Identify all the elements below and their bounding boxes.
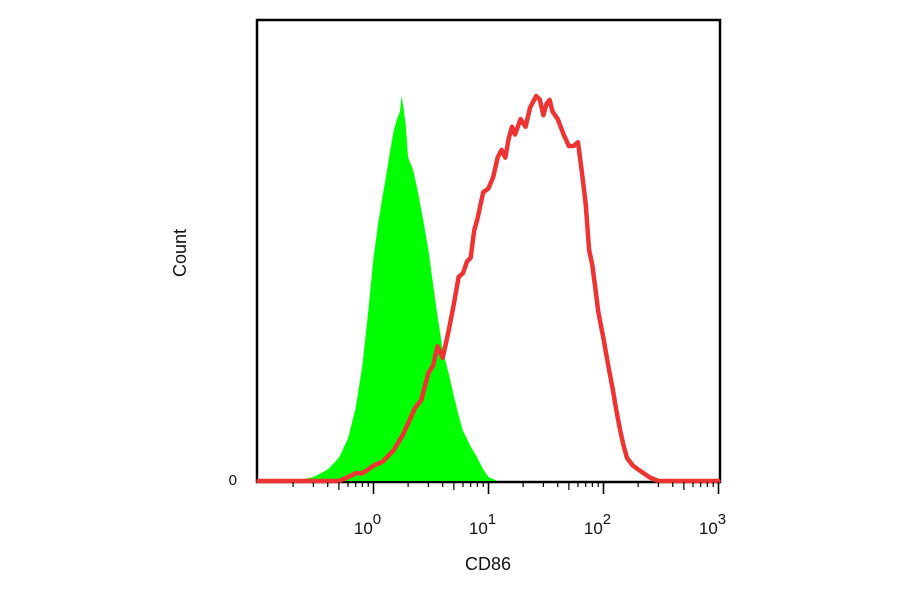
x-tick-label: 101 [469, 511, 496, 538]
x-tick-base: 10 [584, 519, 603, 538]
x-tick-label: 100 [354, 511, 381, 538]
x-axis-label: CD86 [465, 554, 511, 574]
series-1-histogram-line [256, 93, 721, 484]
y-axis-label: Count [170, 229, 190, 277]
x-tick-exponent: 2 [603, 511, 611, 528]
x-tick-label: 102 [584, 511, 611, 538]
x-tick-base: 10 [469, 519, 488, 538]
plot-frame [255, 18, 722, 484]
series-0-histogram-fill [258, 96, 719, 481]
x-tick-exponent: 3 [718, 511, 726, 528]
x-tick-base: 10 [699, 519, 718, 538]
series-layer [256, 93, 721, 484]
x-axis: 100 101 102 103 [292, 482, 726, 538]
x-tick-exponent: 1 [488, 511, 496, 528]
x-tick-exponent: 0 [373, 511, 381, 528]
x-tick-base: 10 [354, 519, 373, 538]
y-tick-label: 0 [229, 472, 237, 489]
x-tick-label: 103 [699, 511, 726, 538]
